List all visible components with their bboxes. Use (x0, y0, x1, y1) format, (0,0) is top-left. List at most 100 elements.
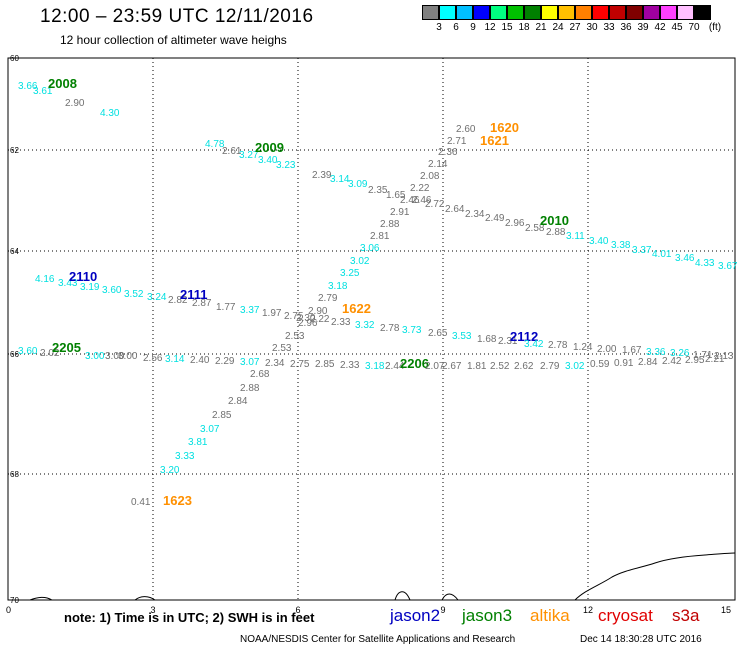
legend-unit: (ft) (708, 22, 722, 33)
wave-height-value: 3.14 (330, 174, 350, 185)
y-axis-ticks: 60 62 64 66 68 70 (10, 54, 19, 605)
wave-height-value: 2.90 (308, 306, 328, 317)
coastline (29, 552, 736, 601)
wave-height-value: 3.00 (105, 351, 125, 362)
wave-height-value: 2.13 (714, 351, 734, 362)
wave-height-value: 3.81 (188, 437, 208, 448)
pass-time-label: 1620 (490, 120, 519, 135)
wave-height-value: 2.08 (420, 171, 440, 182)
legend-swatch (609, 5, 626, 20)
footnote: note: 1) Time is in UTC; 2) SWH is in fe… (64, 610, 315, 625)
pass-time-label: 2205 (52, 340, 81, 355)
x-axis-ticks: 0 3 6 9 12 15 (6, 605, 731, 615)
legend-swatch (677, 5, 694, 20)
legend-swatch (541, 5, 558, 20)
legend-swatch (422, 5, 439, 20)
wave-height-labels: 3.663.6120082.904.304.782.613.2720093.40… (18, 76, 738, 508)
wave-height-value: 3.27 (239, 150, 259, 161)
map-frame (7, 57, 736, 601)
wave-height-value: 3.40 (258, 155, 278, 166)
legend-label: 3 (436, 22, 442, 33)
wave-height-value: 2.85 (315, 359, 335, 370)
x-tick-label: 15 (721, 605, 731, 615)
wave-height-value: 2.84 (638, 357, 658, 368)
pass-time-label: 2111 (180, 287, 208, 302)
wave-height-value: 3.23 (276, 160, 296, 171)
wave-height-value: 2.56 (143, 353, 163, 364)
pass-time-label: 2010 (540, 213, 569, 228)
wave-height-value: 3.37 (240, 305, 260, 316)
wave-height-value: 3.18 (365, 361, 385, 372)
wave-height-value: 1.24 (573, 342, 593, 353)
generation-timestamp: Dec 14 18:30:28 UTC 2016 (580, 634, 702, 645)
chart-subtitle: 12 hour collection of altimeter wave hei… (60, 33, 287, 47)
wave-height-value: 3.60 (102, 285, 122, 296)
wave-height-value: 3.25 (340, 268, 360, 279)
wave-height-value: 2.07 (425, 361, 445, 372)
legend-label: 45 (671, 22, 683, 33)
wave-height-value: 2.49 (485, 213, 505, 224)
legend-label: 27 (569, 22, 581, 33)
wave-height-value: 2.14 (428, 159, 448, 170)
wave-height-value: 2.39 (312, 170, 332, 181)
pass-time-label: 2110 (69, 269, 97, 284)
legend-label: 70 (688, 22, 700, 33)
wave-height-value: 4.78 (205, 139, 225, 150)
wave-height-value: 3.24 (147, 292, 167, 303)
legend-label: 15 (501, 22, 513, 33)
y-tick-label: 60 (10, 54, 19, 63)
pass-time-label: 2008 (48, 76, 77, 91)
wave-height-value: 2.71 (447, 136, 467, 147)
wave-height-value: 2.22 (310, 314, 330, 325)
legend-label: 36 (620, 22, 632, 33)
pass-time-label: 1621 (480, 133, 509, 148)
wave-height-value: 3.52 (124, 289, 144, 300)
wave-height-value: 2.79 (540, 361, 560, 372)
satellite-jason3: jason3 (462, 606, 513, 625)
wave-height-value: 2.82 (168, 295, 188, 306)
wave-height-value: 3.06 (360, 243, 380, 254)
wave-height-value: 2.84 (228, 396, 248, 407)
wave-height-value: 3.67 (718, 261, 738, 272)
wave-height-value: 3.07 (240, 357, 260, 368)
wave-height-value: 2.46 (412, 195, 432, 206)
wave-height-value: 2.33 (340, 360, 360, 371)
wave-height-value: 2.53 (272, 343, 292, 354)
x-tick-label: 12 (583, 605, 593, 615)
wave-height-value: 1.65 (386, 190, 406, 201)
wave-height-value: 3.32 (355, 320, 375, 331)
wave-height-value: 1.81 (467, 361, 487, 372)
wave-height-value: 2.36 (438, 147, 458, 158)
wave-height-value: 1.97 (262, 308, 282, 319)
satellite-cryosat: cryosat (598, 606, 653, 625)
x-tick-label: 6 (295, 605, 300, 615)
wave-height-value: 3.40 (589, 236, 609, 247)
wave-height-value: 3.20 (160, 465, 180, 476)
legend-label: 21 (535, 22, 547, 33)
wave-height-value: 3.37 (632, 245, 652, 256)
wave-height-value: 2.00 (597, 344, 617, 355)
pass-time-label: 2009 (255, 140, 284, 155)
legend-label: 42 (654, 22, 666, 33)
wave-height-value: 3.73 (402, 325, 422, 336)
wave-height-value: 1.67 (622, 345, 642, 356)
wave-height-value: 3.33 (175, 451, 195, 462)
legend-label: 39 (637, 22, 649, 33)
wave-height-value: 2.79 (318, 293, 338, 304)
y-tick-label: 64 (10, 247, 19, 256)
legend-swatch (626, 5, 643, 20)
legend-swatch (490, 5, 507, 20)
x-tick-label: 3 (150, 605, 155, 615)
legend-swatch (643, 5, 660, 20)
wave-height-value: 2.62 (514, 361, 534, 372)
wave-height-value: 2.58 (525, 223, 545, 234)
wave-height-value: 2.91 (390, 207, 410, 218)
pass-time-label: 2206 (400, 356, 429, 371)
wave-height-value: 2.64 (445, 204, 465, 215)
wave-height-value: 2.88 (240, 383, 260, 394)
wave-height-value: 1.68 (477, 334, 497, 345)
legend-swatch (439, 5, 456, 20)
wave-height-value: 1.71 (693, 350, 713, 361)
wave-height-value: 4.33 (695, 258, 715, 269)
wave-height-value: 2.21 (705, 354, 725, 365)
